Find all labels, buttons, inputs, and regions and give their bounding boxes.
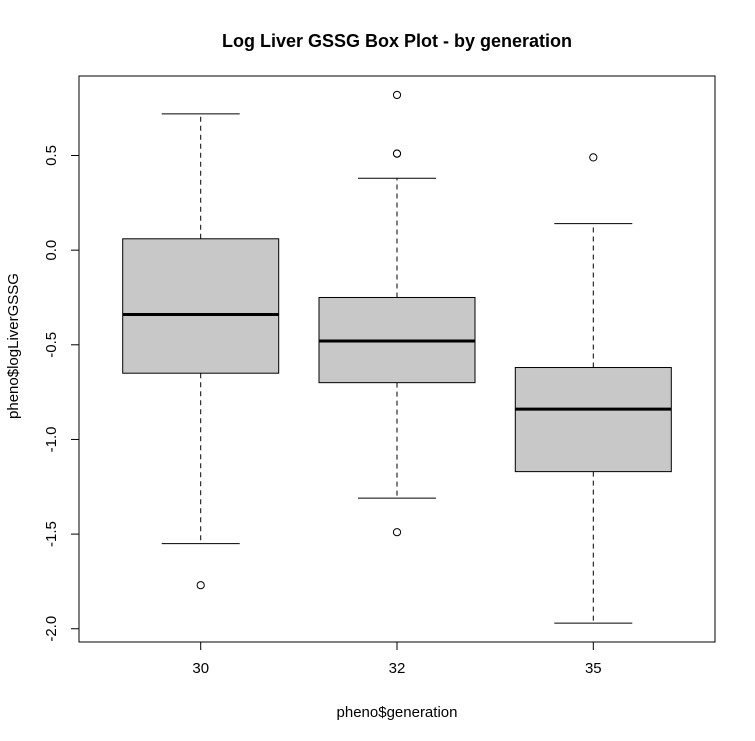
x-axis-label: pheno$generation: [337, 704, 458, 721]
outlier-point: [392, 149, 402, 158]
outlier-point: [392, 528, 402, 537]
outlier-point: [392, 90, 402, 100]
box-group-30: [122, 113, 280, 590]
y-tick-label: -1.0: [43, 427, 60, 453]
x-axis: 30 32 35: [192, 641, 602, 677]
y-tick-label: -1.5: [43, 521, 60, 547]
y-tick-label: -0.5: [43, 332, 60, 358]
outlier-point: [589, 153, 598, 162]
outlier-point: [196, 581, 205, 590]
y-axis: 0.5 0.0 -0.5 -1.0 -1.5 -2.0: [43, 145, 80, 642]
iqr-box: [514, 367, 672, 473]
boxes-layer: [122, 90, 672, 624]
iqr-box: [122, 238, 280, 374]
box-group-32: [318, 90, 476, 537]
x-tick-label: 32: [389, 660, 406, 677]
box-group-35: [514, 153, 672, 624]
y-tick-label: 0.0: [43, 240, 60, 261]
x-tick-label: 30: [192, 660, 209, 677]
y-tick-label: -2.0: [43, 616, 60, 642]
chart-title: Log Liver GSSG Box Plot - by generation: [222, 31, 572, 51]
x-tick-label: 35: [585, 660, 602, 677]
y-axis-label: pheno$logLiverGSSG: [5, 273, 22, 419]
y-tick-label: 0.5: [43, 145, 60, 166]
